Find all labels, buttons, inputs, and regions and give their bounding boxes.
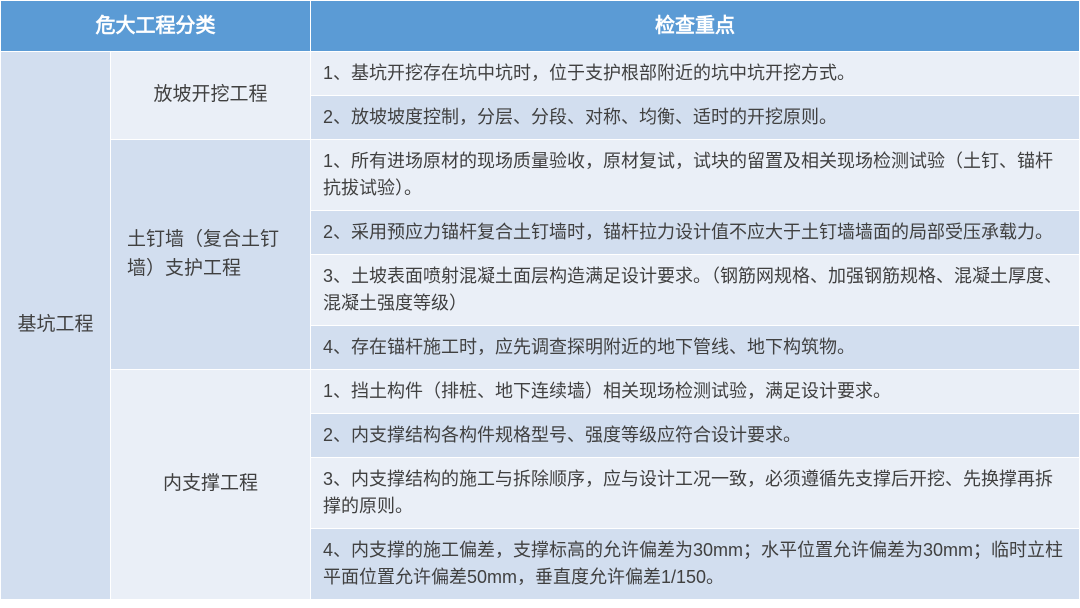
group-cell: 放坡开挖工程 — [111, 52, 311, 140]
main-table: 危大工程分类 检查重点 基坑工程 放坡开挖工程 1、基坑开挖存在坑中坑时，位于支… — [0, 0, 1080, 600]
header-col-category: 危大工程分类 — [1, 1, 311, 52]
header-col-check: 检查重点 — [311, 1, 1080, 52]
check-item: 3、内支撑结构的施工与拆除顺序，应与设计工况一致，必须遵循先支撑后开挖、先换撑再… — [311, 458, 1080, 529]
group-cell: 内支撑工程 — [111, 370, 311, 600]
check-item: 1、基坑开挖存在坑中坑时，位于支护根部附近的坑中坑开挖方式。 — [311, 52, 1080, 96]
check-item: 1、所有进场原材的现场质量验收，原材复试，试块的留置及相关现场检测试验（土钉、锚… — [311, 140, 1080, 211]
category-cell: 基坑工程 — [1, 52, 111, 600]
check-item: 2、内支撑结构各构件规格型号、强度等级应符合设计要求。 — [311, 414, 1080, 458]
table-row: 内支撑工程 1、挡土构件（排桩、地下连续墙）相关现场检测试验，满足设计要求。 — [1, 370, 1080, 414]
check-item: 4、存在锚杆施工时，应先调查探明附近的地下管线、地下构筑物。 — [311, 326, 1080, 370]
group-cell: 土钉墙（复合土钉墙）支护工程 — [111, 140, 311, 370]
check-item: 2、采用预应力锚杆复合土钉墙时，锚杆拉力设计值不应大于土钉墙墙面的局部受压承载力… — [311, 211, 1080, 255]
table-header-row: 危大工程分类 检查重点 — [1, 1, 1080, 52]
check-item: 2、放坡坡度控制，分层、分段、对称、均衡、适时的开挖原则。 — [311, 96, 1080, 140]
check-item: 1、挡土构件（排桩、地下连续墙）相关现场检测试验，满足设计要求。 — [311, 370, 1080, 414]
table-row: 土钉墙（复合土钉墙）支护工程 1、所有进场原材的现场质量验收，原材复试，试块的留… — [1, 140, 1080, 211]
check-item: 4、内支撑的施工偏差，支撑标高的允许偏差为30mm；水平位置允许偏差为30mm；… — [311, 529, 1080, 600]
table-row: 基坑工程 放坡开挖工程 1、基坑开挖存在坑中坑时，位于支护根部附近的坑中坑开挖方… — [1, 52, 1080, 96]
check-item: 3、土坡表面喷射混凝土面层构造满足设计要求。（钢筋网规格、加强钢筋规格、混凝土厚… — [311, 255, 1080, 326]
